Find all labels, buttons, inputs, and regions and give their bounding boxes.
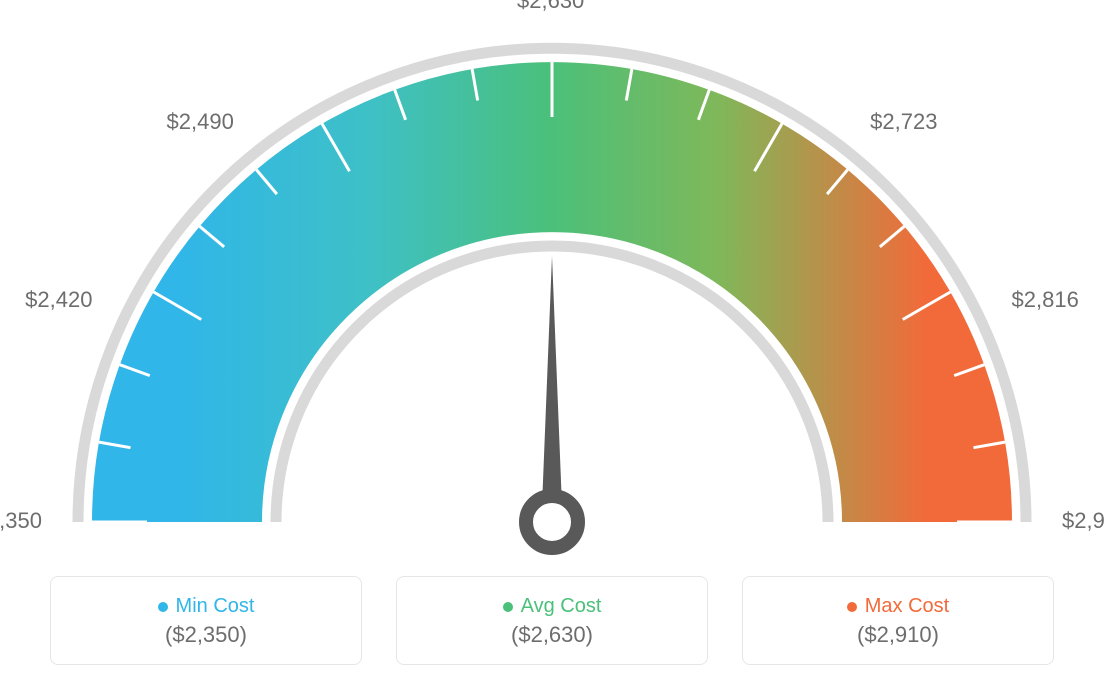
gauge-needle-ring (526, 496, 578, 548)
legend-dot-icon (503, 602, 513, 612)
summary-card: Max Cost ($2,910) (742, 576, 1054, 665)
summary-card-title-text: Min Cost (176, 595, 255, 617)
summary-card-title-text: Max Cost (865, 595, 949, 617)
gauge-tick-label: $2,490 (167, 109, 234, 135)
legend-dot-icon (158, 602, 168, 612)
summary-card: Avg Cost ($2,630) (396, 576, 708, 665)
summary-card-title: Max Cost (767, 595, 1029, 618)
summary-card-value: ($2,910) (767, 622, 1029, 648)
gauge-tick-label: $2,630 (517, 0, 584, 14)
summary-card-value: ($2,630) (421, 622, 683, 648)
gauge-chart: $2,350 $2,420 $2,490 $2,630 $2,723 $2,816 $2,9… (0, 0, 1104, 560)
legend-dot-icon (847, 602, 857, 612)
gauge-tick-label: $2,420 (25, 287, 92, 313)
summary-card-title: Avg Cost (421, 595, 683, 618)
summary-row: Min Cost ($2,350) Avg Cost ($2,630) Max Cost… (50, 576, 1054, 665)
gauge-svg (0, 0, 1104, 560)
gauge-tick-label: $2,910 (1062, 508, 1104, 534)
gauge-tick-label: $2,723 (870, 109, 937, 135)
gauge-tick-label: $2,350 (0, 508, 42, 534)
summary-card-title-text: Avg Cost (521, 595, 602, 617)
gauge-needle (542, 256, 561, 496)
summary-card-title: Min Cost (75, 595, 337, 618)
summary-card: Min Cost ($2,350) (50, 576, 362, 665)
gauge-tick-label: $2,816 (1012, 287, 1079, 313)
summary-card-value: ($2,350) (75, 622, 337, 648)
